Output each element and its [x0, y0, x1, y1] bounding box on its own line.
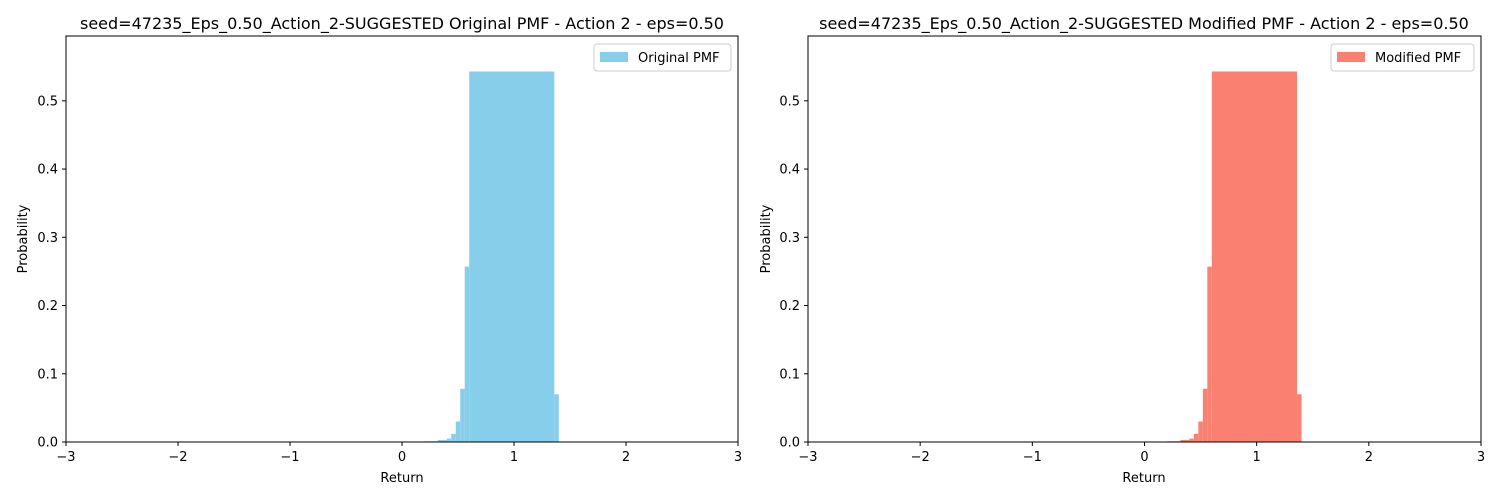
bar-1: [1180, 439, 1190, 442]
x-tick-label: −1: [1023, 450, 1042, 465]
x-tick-label: 3: [734, 450, 742, 465]
y-tick-label: 0.1: [779, 367, 800, 382]
x-tick-label: −2: [168, 450, 187, 465]
bar-8: [1297, 394, 1302, 442]
legend-swatch: [1337, 52, 1365, 62]
legend-label: Modified PMF: [1375, 51, 1461, 66]
bar-3: [451, 433, 456, 442]
y-tick-label: 0.3: [779, 231, 800, 246]
bar-3: [1193, 433, 1199, 442]
bars-group: [1166, 71, 1302, 442]
x-tick-label: 0: [398, 450, 406, 465]
y-tick-label: 0.0: [779, 436, 800, 451]
plot-frame: [65, 35, 739, 443]
x-tick-label: 2: [622, 450, 630, 465]
chart-panel-modified: seed=47235_Eps_0.50_Action_2-SUGGESTED M…: [759, 14, 1485, 486]
chart-title: seed=47235_Eps_0.50_Action_2-SUGGESTED M…: [819, 14, 1469, 34]
legend-swatch: [600, 52, 628, 62]
y-axis-label: Probability: [16, 204, 31, 273]
bar-1: [437, 439, 447, 442]
y-tick-label: 0.3: [37, 231, 58, 246]
plot-frame: [807, 35, 1482, 443]
x-tick-label: −1: [280, 450, 299, 465]
x-tick-label: −2: [911, 450, 930, 465]
bar-2: [446, 438, 452, 442]
x-tick-label: 3: [1477, 450, 1485, 465]
y-tick-label: 0.2: [37, 299, 58, 314]
y-tick-label: 0.2: [779, 299, 800, 314]
legend: Original PMF: [593, 43, 732, 72]
bars-group: [424, 71, 559, 442]
y-tick-label: 0.4: [779, 163, 800, 178]
bar-6: [1207, 266, 1212, 442]
y-axis-ticks: 0.0 0.1 0.2 0.3 0.4 0.5: [779, 94, 808, 451]
x-tick-label: 1: [510, 450, 518, 465]
x-tick-label: −3: [798, 450, 817, 465]
bar-7: [1211, 71, 1298, 442]
legend-box: [593, 43, 732, 72]
bar-7: [469, 71, 555, 442]
x-tick-label: 2: [1365, 450, 1373, 465]
y-tick-label: 0.1: [37, 367, 58, 382]
legend-box: [1330, 43, 1475, 72]
x-axis-label: Return: [380, 471, 423, 486]
y-axis-ticks: 0.0 0.1 0.2 0.3 0.4 0.5: [37, 94, 66, 451]
x-tick-label: −3: [56, 450, 75, 465]
bar-4: [455, 421, 461, 442]
chart-panel-original: seed=47235_Eps_0.50_Action_2-SUGGESTED O…: [16, 14, 742, 486]
y-axis-label: Probability: [759, 204, 774, 273]
legend: Modified PMF: [1330, 43, 1475, 72]
bar-5: [1202, 388, 1208, 442]
x-axis-label: Return: [1122, 471, 1165, 486]
y-tick-label: 0.5: [779, 94, 800, 109]
bar-5: [460, 388, 465, 442]
y-tick-label: 0.4: [37, 163, 58, 178]
bar-2: [1189, 438, 1194, 442]
bar-6: [464, 266, 470, 442]
bar-4: [1198, 421, 1203, 442]
x-tick-label: 0: [1140, 450, 1148, 465]
y-tick-label: 0.0: [37, 436, 58, 451]
bar-8: [554, 394, 559, 442]
legend-label: Original PMF: [638, 51, 720, 66]
x-tick-label: 1: [1253, 450, 1261, 465]
x-axis-ticks: −3 −2 −1 0 1 2 3: [798, 442, 1485, 465]
x-axis-ticks: −3 −2 −1 0 1 2 3: [56, 442, 742, 465]
y-tick-label: 0.5: [37, 94, 58, 109]
chart-title: seed=47235_Eps_0.50_Action_2-SUGGESTED O…: [80, 14, 724, 34]
